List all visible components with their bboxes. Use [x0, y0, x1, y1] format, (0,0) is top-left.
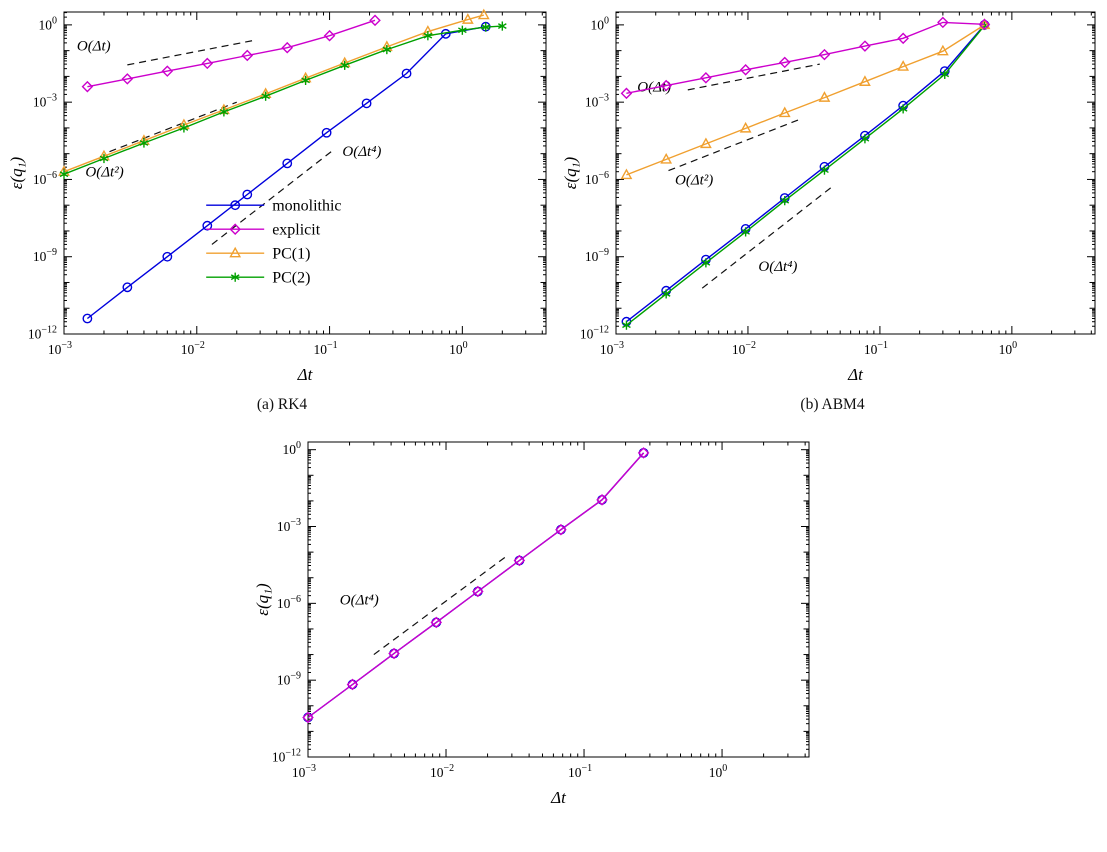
svg-text:10−2: 10−2 [181, 340, 205, 357]
chart-coupled-plot: 10−3 10−2 10−1 100 10−12 10−9 10−6 10−3 100 O(Δt⁴… [253, 440, 810, 807]
svg-text:monolithic: monolithic [272, 198, 341, 215]
svg-text:10−2: 10−2 [732, 340, 756, 357]
chart-abm4: 10−3 10−2 10−1 100 10−12 10−9 10−6 10−3 100 O(Δt)… [560, 2, 1105, 414]
svg-text:O(Δt⁴): O(Δt⁴) [342, 144, 381, 160]
svg-text:10−3: 10−3 [48, 340, 72, 357]
svg-text:100: 100 [709, 763, 728, 780]
chart-coupled: 10−3 10−2 10−1 100 10−12 10−9 10−6 10−3 100 O(Δt⁴… [252, 432, 827, 817]
chart-abm4-plot: 10−3 10−2 10−1 10010−1210−910−610−3100O(Δt)… [561, 11, 1096, 384]
svg-text:PC(2): PC(2) [272, 270, 310, 287]
svg-text:ε(q₁): ε(q₁) [561, 156, 580, 189]
svg-text:ε(q₁): ε(q₁) [253, 583, 272, 616]
svg-text:10−6: 10−6 [585, 170, 609, 187]
svg-text:100: 100 [283, 440, 302, 457]
caption-rk4: (a) RK4 [256, 396, 308, 413]
svg-text:100: 100 [999, 340, 1018, 357]
svg-text:O(Δt): O(Δt) [77, 39, 111, 55]
svg-text:10−9: 10−9 [277, 671, 301, 688]
caption-abm4: (b) ABM4 [800, 396, 865, 413]
svg-text:ε(q₁): ε(q₁) [7, 156, 26, 189]
svg-text:10−1: 10−1 [313, 340, 337, 357]
svg-text:10−1: 10−1 [568, 763, 592, 780]
svg-text:O(Δt²): O(Δt²) [675, 172, 713, 188]
chart-rk4: 10−3 10−2 10−1 100 10−12 10−9 10−6 10−3 100 O(Δt)… [6, 2, 558, 414]
svg-text:explicit: explicit [272, 222, 321, 239]
svg-text:10−3: 10−3 [33, 93, 57, 110]
svg-text:10−12: 10−12 [580, 325, 609, 342]
svg-text:PC(1): PC(1) [272, 246, 310, 263]
svg-text:10−12: 10−12 [28, 325, 57, 342]
svg-text:100: 100 [591, 15, 610, 32]
svg-text:10−6: 10−6 [277, 594, 301, 611]
svg-text:10−3: 10−3 [600, 340, 624, 357]
svg-text:100: 100 [39, 15, 58, 32]
svg-text:Δt: Δt [847, 365, 864, 384]
svg-text:10−3: 10−3 [277, 517, 301, 534]
svg-text:O(Δt⁴): O(Δt⁴) [340, 593, 379, 609]
svg-text:10−2: 10−2 [430, 763, 454, 780]
svg-text:Δt: Δt [297, 365, 314, 384]
svg-text:10−6: 10−6 [33, 170, 57, 187]
chart-rk4-plot: 10−3 10−2 10−1 100 10−12 10−9 10−6 10−3 100 O(Δt)… [7, 8, 547, 384]
svg-text:10−3: 10−3 [292, 763, 316, 780]
svg-text:10−12: 10−12 [272, 748, 301, 765]
svg-text:10−9: 10−9 [585, 247, 609, 264]
svg-text:10−9: 10−9 [33, 247, 57, 264]
svg-text:100: 100 [449, 340, 468, 357]
svg-text:Δt: Δt [550, 788, 567, 807]
svg-text:10−1: 10−1 [864, 340, 888, 357]
svg-text:10−3: 10−3 [585, 93, 609, 110]
svg-text:O(Δt²): O(Δt²) [85, 165, 123, 181]
svg-text:O(Δt⁴): O(Δt⁴) [758, 259, 797, 275]
